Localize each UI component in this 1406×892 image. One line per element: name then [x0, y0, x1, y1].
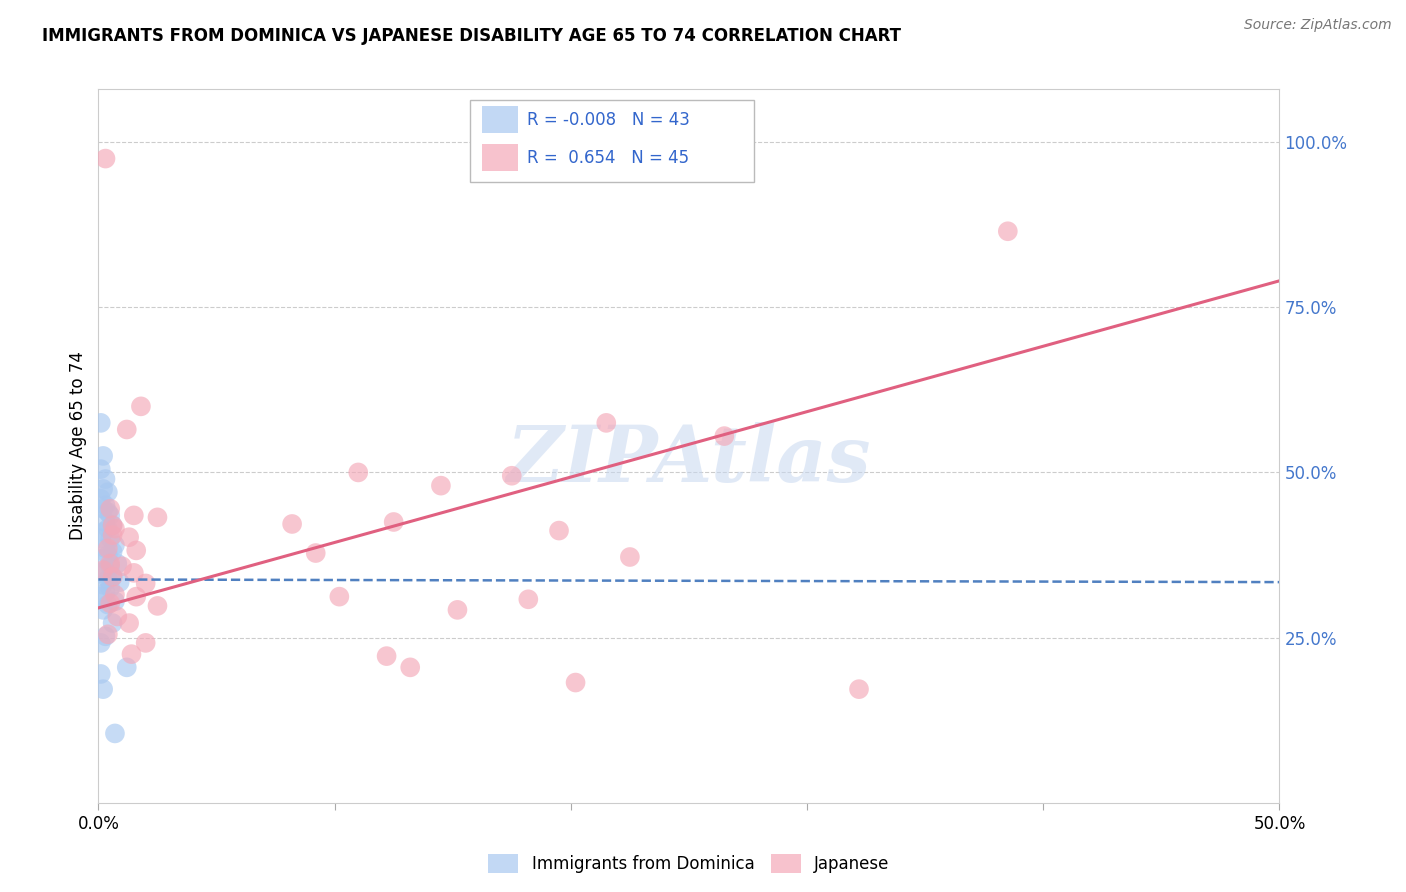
Point	[101, 528, 124, 542]
Point	[91, 524, 114, 539]
FancyBboxPatch shape	[471, 100, 754, 182]
Point	[91, 563, 114, 577]
Point	[122, 508, 145, 523]
Legend: Immigrants from Dominica, Japanese: Immigrants from Dominica, Japanese	[481, 847, 897, 880]
Point	[281, 516, 304, 531]
Point	[101, 570, 124, 584]
Point	[104, 594, 127, 608]
Point	[118, 616, 141, 631]
Point	[94, 541, 117, 556]
Point	[108, 575, 131, 590]
Point	[97, 627, 120, 641]
Point	[90, 636, 112, 650]
Point	[90, 462, 112, 476]
Point	[135, 576, 157, 591]
Point	[382, 515, 405, 529]
Point	[94, 515, 117, 529]
Point	[90, 566, 112, 580]
Point	[146, 599, 169, 613]
Point	[595, 416, 617, 430]
Point	[94, 585, 117, 599]
Point	[115, 660, 138, 674]
Point	[105, 609, 128, 624]
Point	[90, 416, 112, 430]
Point	[347, 466, 370, 480]
Y-axis label: Disability Age 65 to 74: Disability Age 65 to 74	[69, 351, 87, 541]
Point	[430, 478, 453, 492]
Point	[848, 682, 870, 697]
Point	[91, 551, 114, 566]
Point	[101, 616, 124, 631]
Point	[129, 400, 152, 414]
Point	[713, 429, 735, 443]
Point	[91, 449, 114, 463]
Point	[91, 578, 114, 592]
Point	[97, 541, 120, 556]
Point	[115, 422, 138, 436]
Point	[146, 510, 169, 524]
Point	[305, 546, 328, 560]
Point	[105, 557, 128, 571]
Point	[91, 682, 114, 697]
Text: ZIPAtlas: ZIPAtlas	[506, 422, 872, 499]
Point	[997, 224, 1019, 238]
Point	[94, 152, 117, 166]
Point	[501, 468, 523, 483]
Point	[101, 518, 124, 533]
Point	[90, 667, 112, 681]
Point	[399, 660, 422, 674]
Point	[98, 596, 121, 610]
Point	[91, 482, 114, 496]
Text: Source: ZipAtlas.com: Source: ZipAtlas.com	[1244, 18, 1392, 32]
Point	[121, 647, 143, 661]
Point	[91, 603, 114, 617]
Point	[101, 545, 124, 559]
Point	[97, 573, 120, 587]
Point	[101, 570, 124, 584]
Point	[104, 588, 127, 602]
Point	[94, 629, 117, 643]
Text: IMMIGRANTS FROM DOMINICA VS JAPANESE DISABILITY AGE 65 TO 74 CORRELATION CHART: IMMIGRANTS FROM DOMINICA VS JAPANESE DIS…	[42, 27, 901, 45]
Point	[90, 532, 112, 546]
Point	[98, 557, 121, 571]
Text: R = -0.008   N = 43: R = -0.008 N = 43	[527, 111, 690, 128]
Point	[122, 566, 145, 580]
Point	[97, 548, 120, 562]
Point	[98, 532, 121, 546]
Point	[104, 538, 127, 552]
Point	[111, 559, 134, 574]
Point	[446, 603, 468, 617]
Point	[91, 501, 114, 516]
Point	[135, 636, 157, 650]
Point	[125, 590, 148, 604]
Point	[104, 522, 127, 536]
Point	[125, 543, 148, 558]
Point	[101, 518, 124, 533]
Point	[375, 649, 398, 664]
Point	[118, 530, 141, 544]
Point	[97, 505, 120, 519]
Point	[90, 491, 112, 506]
Point	[94, 472, 117, 486]
Point	[548, 524, 571, 538]
Point	[517, 592, 540, 607]
Text: R =  0.654   N = 45: R = 0.654 N = 45	[527, 149, 689, 167]
Point	[98, 559, 121, 574]
Point	[94, 563, 117, 577]
Point	[97, 485, 120, 500]
Point	[564, 675, 586, 690]
Point	[97, 522, 120, 536]
Point	[619, 549, 641, 564]
Point	[98, 508, 121, 523]
Point	[90, 590, 112, 604]
Point	[97, 598, 120, 612]
Point	[94, 499, 117, 513]
Point	[328, 590, 350, 604]
FancyBboxPatch shape	[482, 145, 517, 171]
Point	[98, 581, 121, 595]
FancyBboxPatch shape	[482, 106, 517, 134]
Point	[104, 726, 127, 740]
Point	[98, 501, 121, 516]
